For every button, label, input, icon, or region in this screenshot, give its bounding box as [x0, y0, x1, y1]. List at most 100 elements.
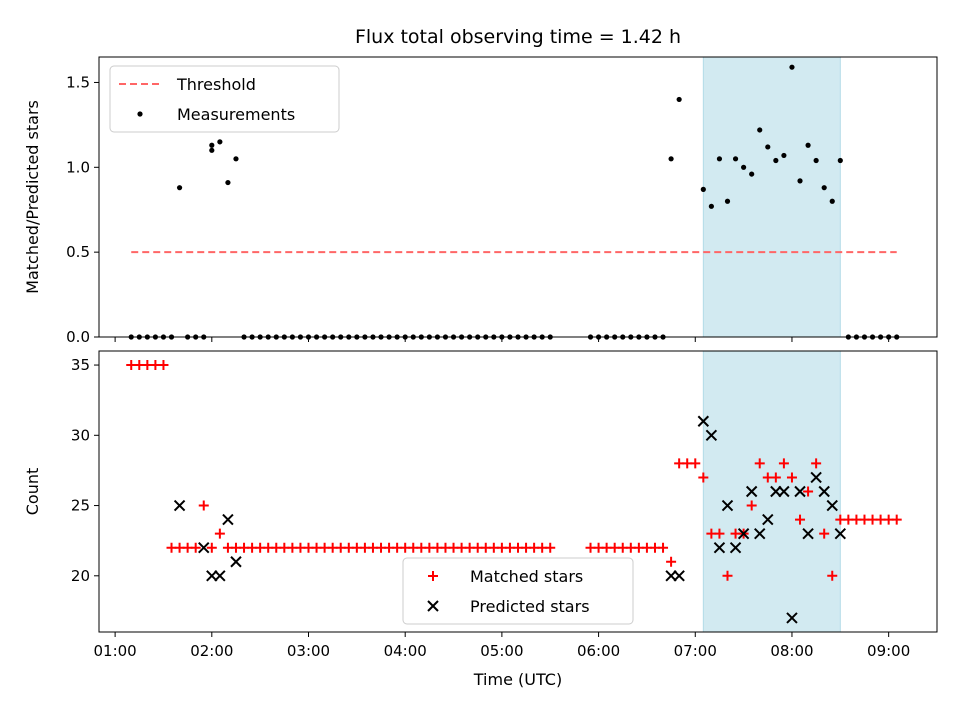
predicted-star-marker: [745, 485, 758, 498]
measurement-point: [781, 152, 787, 159]
y-tick-label: 1.0: [66, 158, 90, 176]
x-tick-label: 01:00: [93, 642, 136, 660]
shaded-region: [702, 350, 841, 633]
series-matched-stars: [126, 360, 902, 581]
y-tick-label: 35: [71, 356, 90, 374]
measurement-point: [813, 157, 819, 164]
measurement-point: [209, 142, 215, 148]
predicted-star-marker: [214, 570, 226, 582]
matched-star-marker: [722, 570, 733, 581]
measurement-point: [765, 144, 771, 150]
matched-star-marker: [746, 500, 757, 511]
y-tick-label: 1.5: [66, 73, 90, 91]
predicted-star-marker: [713, 541, 726, 554]
measurement-point: [724, 198, 731, 204]
predicted-star-marker: [826, 499, 838, 512]
predicted-star-marker: [762, 513, 774, 526]
predicted-star-marker: [834, 527, 847, 540]
measurement-point: [732, 156, 739, 162]
predicted-star-marker: [818, 485, 830, 498]
measurement-point: [797, 178, 803, 184]
y-tick-label: 25: [71, 497, 90, 515]
predicted-star-marker: [173, 499, 186, 512]
matched-star-marker: [158, 360, 169, 371]
measurement-point: [789, 64, 795, 70]
x-axis-label: Time (UTC): [473, 670, 562, 689]
matched-star-marker: [891, 514, 902, 525]
measurement-point: [757, 127, 763, 133]
matched-star-marker: [803, 486, 814, 497]
measurement-point: [708, 203, 714, 209]
measurement-point: [700, 186, 706, 192]
predicted-star-marker: [705, 429, 718, 442]
plot-frame: [98, 56, 938, 338]
measurement-point: [176, 185, 183, 191]
legend-label: Predicted stars: [470, 597, 590, 616]
predicted-star-marker: [778, 485, 790, 498]
x-tick-label: 04:00: [384, 642, 427, 660]
measurement-point: [773, 157, 779, 164]
bottom-panel: 01:00 02:00 03:00 04:00 05:00 06:00 07:00 08:00…: [23, 350, 938, 689]
plot-frame: [98, 350, 938, 633]
matched-star-marker: [206, 542, 217, 553]
top-panel: 0.0 0.5 1.0 1.5 Flux total observing time = …: [23, 26, 938, 346]
matched-star-marker: [198, 500, 209, 511]
measurement-point: [233, 156, 239, 162]
measurement-point: [209, 147, 215, 153]
chart-title: Flux total observing time = 1.42 h: [355, 26, 681, 48]
legend-label: Threshold: [176, 75, 256, 94]
measurement-point: [829, 198, 835, 204]
predicted-star-marker: [721, 499, 734, 512]
predicted-star-marker: [222, 513, 234, 526]
legend-label: Measurements: [177, 105, 295, 124]
legend: Matched stars Predicted stars: [402, 557, 634, 625]
legend-matched-swatch: [428, 571, 438, 581]
measurement-point: [217, 139, 223, 145]
matched-star-marker: [714, 528, 725, 539]
matched-star-marker: [786, 472, 797, 483]
y-tick-label: 0.0: [66, 328, 90, 346]
predicted-star-marker: [786, 612, 798, 624]
shaded-region: [702, 56, 841, 338]
measurement-point: [749, 171, 755, 177]
predicted-star-marker: [754, 527, 766, 540]
measurement-point: [805, 142, 811, 148]
matched-star-marker: [698, 472, 709, 483]
legend: Threshold Measurements: [109, 65, 340, 133]
matched-star-marker: [827, 570, 838, 581]
matched-star-marker: [666, 556, 677, 567]
x-tick-label: 07:00: [674, 642, 717, 660]
predicted-star-marker: [810, 471, 822, 484]
series-predicted-stars: [173, 415, 847, 624]
x-tick-label: 03:00: [287, 642, 330, 660]
predicted-star-marker: [230, 556, 242, 568]
matched-star-marker: [819, 528, 830, 539]
x-tick-label: 05:00: [480, 642, 523, 660]
x-tick-label: 08:00: [770, 642, 813, 660]
measurement-point: [837, 157, 843, 164]
measurement-point: [676, 96, 682, 103]
legend-box: [402, 557, 634, 625]
x-tick-label: 02:00: [190, 642, 233, 660]
matched-star-marker: [795, 514, 806, 525]
legend-box: [109, 65, 340, 133]
x-tick-label: 06:00: [577, 642, 620, 660]
predicted-star-marker: [198, 541, 210, 554]
x-tick-label: 09:00: [867, 642, 910, 660]
measurement-point: [668, 156, 674, 162]
predicted-star-marker: [729, 541, 742, 554]
measurement-point: [225, 179, 231, 186]
measurement-point: [716, 156, 723, 162]
legend-label: Matched stars: [470, 567, 583, 586]
matched-star-marker: [545, 542, 556, 553]
measurement-point: [821, 185, 827, 191]
matched-star-marker: [214, 528, 225, 539]
y-tick-label: 20: [71, 567, 90, 585]
y-tick-label: 30: [71, 426, 90, 444]
legend-measurement-swatch: [137, 111, 143, 117]
predicted-star-marker: [802, 527, 814, 540]
measurement-point: [741, 164, 747, 170]
y-tick-label: 0.5: [66, 243, 90, 261]
matched-star-marker: [658, 542, 669, 553]
